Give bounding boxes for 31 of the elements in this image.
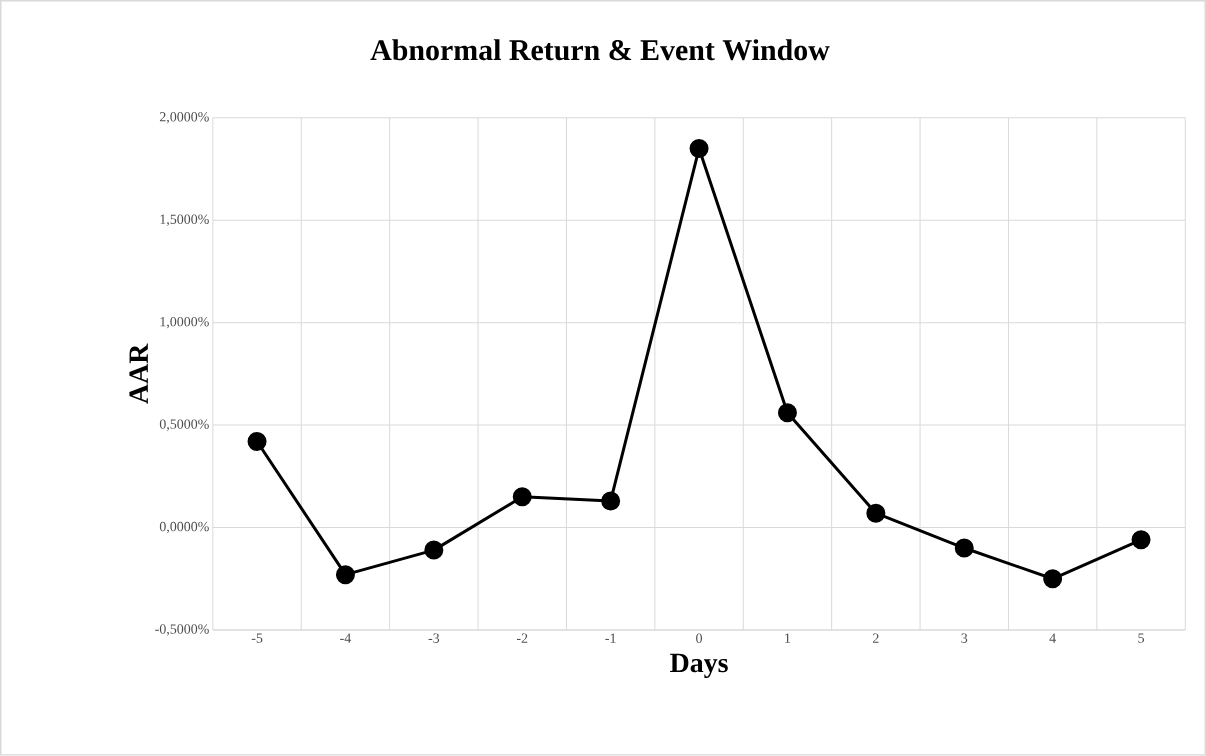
x-tick-label: 5 xyxy=(1138,633,1145,643)
x-tick-label: 4 xyxy=(1049,633,1056,643)
point xyxy=(247,432,267,452)
point xyxy=(1043,569,1063,589)
x-axis-title: Days xyxy=(670,653,728,679)
y-tick-label: 2,0000% xyxy=(159,112,209,124)
point xyxy=(335,565,355,585)
point xyxy=(954,538,974,558)
y-axis-title: AAR xyxy=(129,343,148,404)
x-tick-label: 0 xyxy=(696,633,702,644)
y-tick-label: 0,0000% xyxy=(159,521,209,534)
point xyxy=(512,487,532,507)
x-tick-label: -2 xyxy=(516,633,528,643)
point xyxy=(777,403,797,423)
y-tick-label: 0,5000% xyxy=(159,419,209,431)
x-tick-label: 3 xyxy=(961,633,968,643)
y-tick-label: 1,0000% xyxy=(160,317,209,329)
x-tick-label: 2 xyxy=(872,633,879,643)
x-tick-label: -4 xyxy=(340,633,352,643)
point xyxy=(689,139,709,159)
x-tick-label: -1 xyxy=(605,633,616,643)
point xyxy=(866,503,886,523)
chart-title: Abnormal Return & Event Window xyxy=(370,39,830,61)
x-tick-label: 1 xyxy=(785,633,791,643)
y-tick-label: -0,5000% xyxy=(155,624,209,636)
point xyxy=(424,540,444,560)
point xyxy=(1131,530,1151,550)
x-tick-label: -3 xyxy=(428,633,440,643)
x-tick-label: -5 xyxy=(251,633,263,643)
point xyxy=(601,491,621,511)
y-tick-label: 1,5000% xyxy=(160,214,209,227)
